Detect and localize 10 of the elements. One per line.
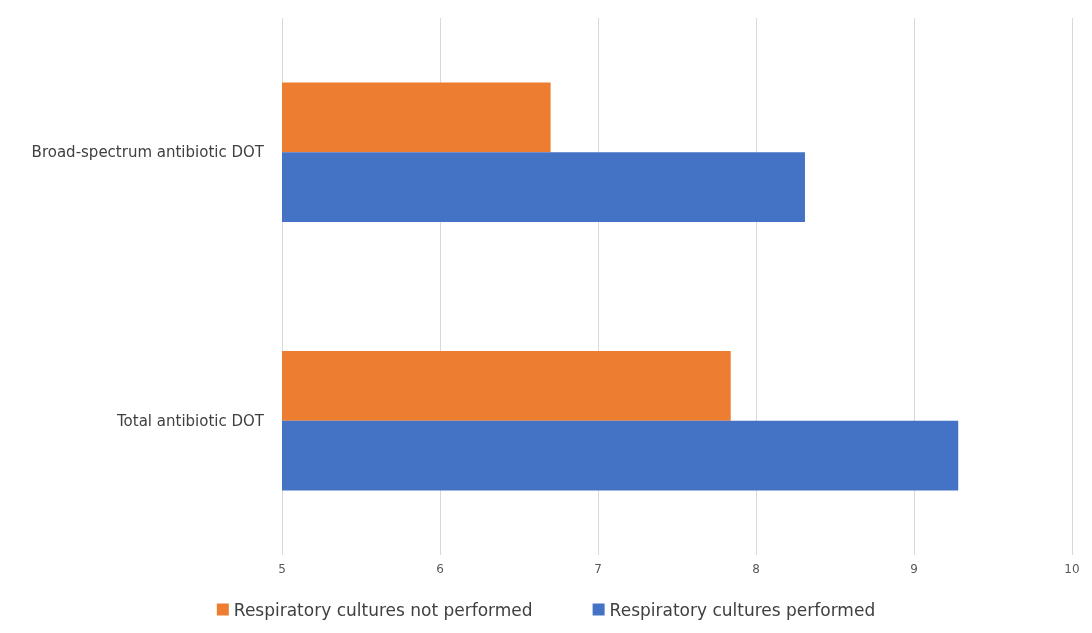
x-tick-label: 8 bbox=[752, 562, 760, 576]
legend-label: Respiratory cultures not performed bbox=[233, 599, 533, 620]
legend-label: Respiratory cultures performed bbox=[609, 599, 876, 620]
x-tick-label: 9 bbox=[910, 562, 918, 576]
x-tick-label: 7 bbox=[594, 562, 602, 576]
x-tick-label: 10 bbox=[1064, 562, 1080, 576]
y-tick-label: Total antibiotic DOT bbox=[116, 411, 265, 430]
x-tick-label: 6 bbox=[436, 562, 444, 576]
y-tick-label: Broad-spectrum antibiotic DOT bbox=[31, 143, 265, 162]
x-tick-label: 5 bbox=[278, 562, 286, 576]
